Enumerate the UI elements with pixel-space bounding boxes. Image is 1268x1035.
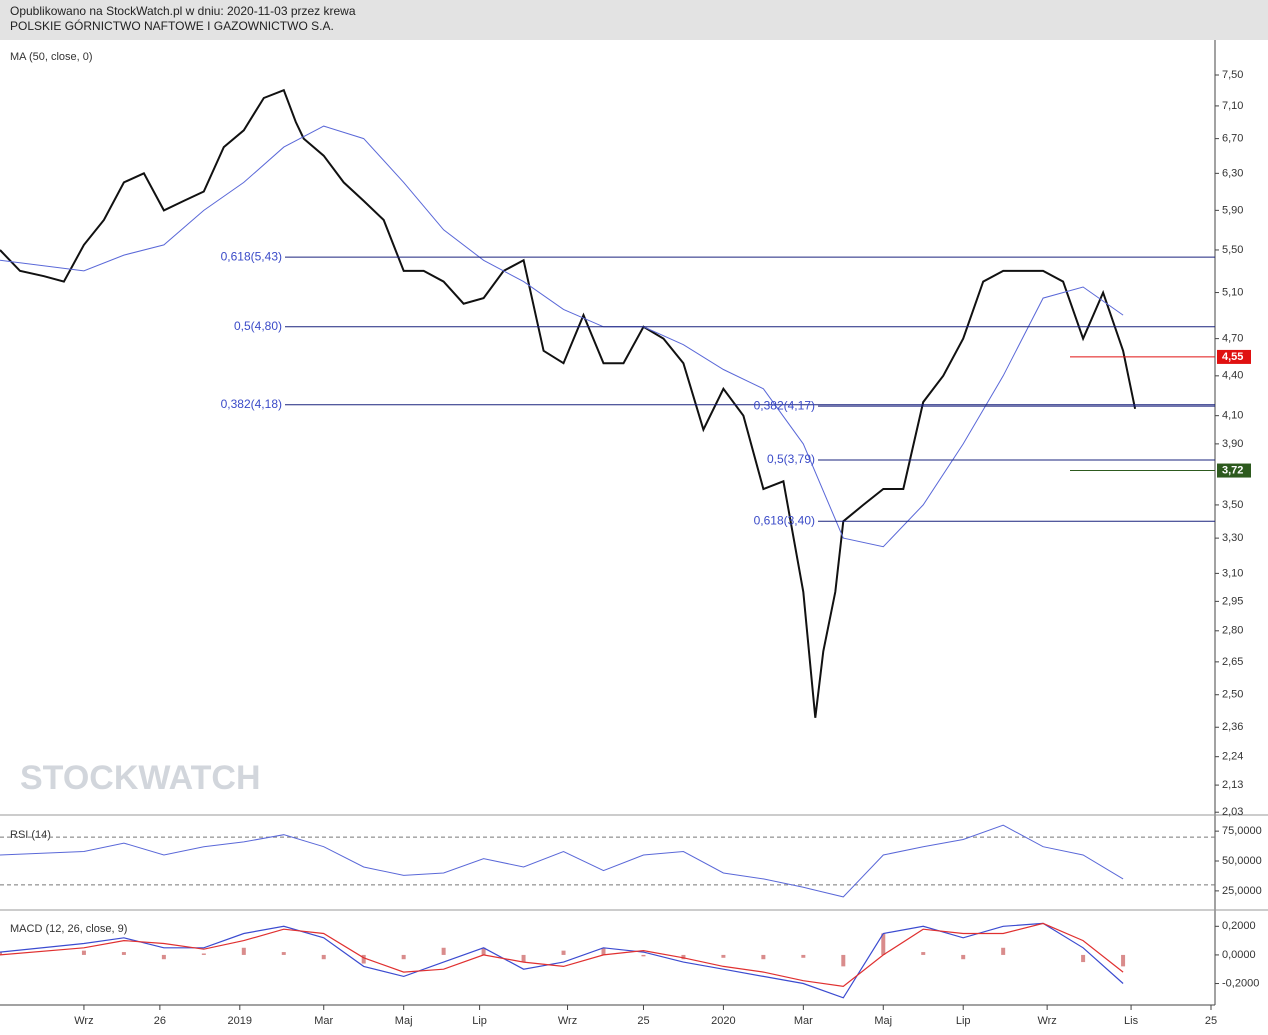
x-tick-label: 25 [1205,1015,1217,1027]
y-tick-label: 0,0000 [1222,949,1256,961]
x-tick-label: Wrz [1037,1015,1056,1027]
histogram-bar [441,947,446,955]
price-tag-label: 3,72 [1222,464,1243,476]
histogram-bar [761,954,766,960]
x-tick-label: Lis [1124,1015,1139,1027]
y-tick-label: 3,50 [1222,499,1243,511]
fib-label: 0,5(4,80) [234,319,282,333]
price-tag [1217,349,1251,364]
histogram-bar [0,952,2,955]
y-tick-label: 75,0000 [1222,825,1262,837]
header-line: Opublikowano na StockWatch.pl w dniu: 20… [10,4,356,18]
histogram-bar [121,952,126,955]
x-tick-label: Maj [874,1015,892,1027]
fib-label: 0,382(4,18) [221,397,282,411]
y-tick-label: 7,10 [1222,100,1243,112]
macd-line [0,922,1124,988]
x-tick-label: 25 [637,1015,649,1027]
y-tick-label: 0,2000 [1222,920,1256,932]
price-line [0,88,1137,718]
y-tick-label: 5,50 [1222,244,1243,256]
x-tick-label: Lip [956,1015,971,1027]
x-tick-label: Lip [472,1015,487,1027]
y-tick-label: 4,40 [1222,370,1243,382]
histogram-bar [681,954,686,960]
y-tick-label: 7,50 [1222,69,1243,81]
y-tick-label: 4,10 [1222,410,1243,422]
y-tick-label: 6,70 [1222,133,1243,145]
panel-title: MACD (12, 26, close, 9) [10,923,127,935]
y-tick-label: 2,36 [1222,721,1243,733]
x-tick-label: Wrz [74,1015,93,1027]
indicator-line [0,125,1124,548]
histogram-bar [401,954,406,960]
indicator-line [0,824,1124,898]
histogram-bar [801,954,806,958]
panel-title: MA (50, close, 0) [10,51,93,63]
x-tick-label: 26 [154,1015,166,1027]
y-tick-label: 6,30 [1222,167,1243,179]
histogram-bar [1121,954,1126,967]
histogram-bar [641,954,646,957]
y-tick-label: 2,80 [1222,625,1243,637]
y-tick-label: 3,10 [1222,567,1243,579]
header-line: POLSKIE GÓRNICTWO NAFTOWE I GAZOWNICTWO … [10,18,334,33]
y-tick-label: 3,90 [1222,438,1243,450]
fib-label: 0,618(5,43) [221,249,282,263]
histogram-bar [281,952,286,955]
histogram-bar [481,947,486,955]
histogram-bar [241,947,246,955]
y-tick-label: 2,65 [1222,656,1243,668]
watermark: STOCKWATCH [20,759,261,797]
header-band [0,0,1268,40]
price-tag-label: 4,55 [1222,351,1243,363]
y-tick-label: 2,50 [1222,689,1243,701]
histogram-bar [841,954,846,967]
histogram-bar [881,933,886,955]
y-tick-label: 3,30 [1222,532,1243,544]
histogram-bar [161,954,166,960]
fib-label: 0,618(3,40) [754,513,815,527]
histogram-bar [921,952,926,955]
price-tag [1217,463,1251,478]
histogram-bar [521,954,526,963]
y-tick-label: 2,13 [1222,779,1243,791]
y-tick-label: 4,70 [1222,333,1243,345]
y-tick-label: 50,0000 [1222,855,1262,867]
fib-label: 0,382(4,17) [754,398,815,412]
y-tick-label: 2,95 [1222,595,1243,607]
histogram-bar [601,947,606,955]
histogram-bar [361,954,366,964]
y-tick-label: 5,10 [1222,286,1243,298]
histogram-bar [321,954,326,960]
y-tick-label: 5,90 [1222,204,1243,216]
x-tick-label: 2019 [228,1015,252,1027]
histogram-bar [81,950,86,955]
y-tick-label: -0,2000 [1222,977,1259,989]
histogram-bar [1001,947,1006,955]
y-tick-label: 2,24 [1222,751,1243,763]
histogram-bar [961,954,966,960]
y-tick-label: 2,03 [1222,806,1243,818]
x-tick-label: Mar [794,1015,813,1027]
x-tick-label: Maj [395,1015,413,1027]
histogram-bar [1081,954,1086,963]
panel-title: RSI (14) [10,829,51,841]
histogram-bar [721,954,726,958]
x-tick-label: 2020 [711,1015,735,1027]
macd-line [0,922,1124,999]
histogram-bar [561,950,566,955]
histogram-bar [201,953,206,955]
y-tick-label: 25,0000 [1222,885,1262,897]
x-tick-label: Wrz [558,1015,577,1027]
x-tick-label: Mar [314,1015,333,1027]
fib-label: 0,5(3,79) [767,452,815,466]
